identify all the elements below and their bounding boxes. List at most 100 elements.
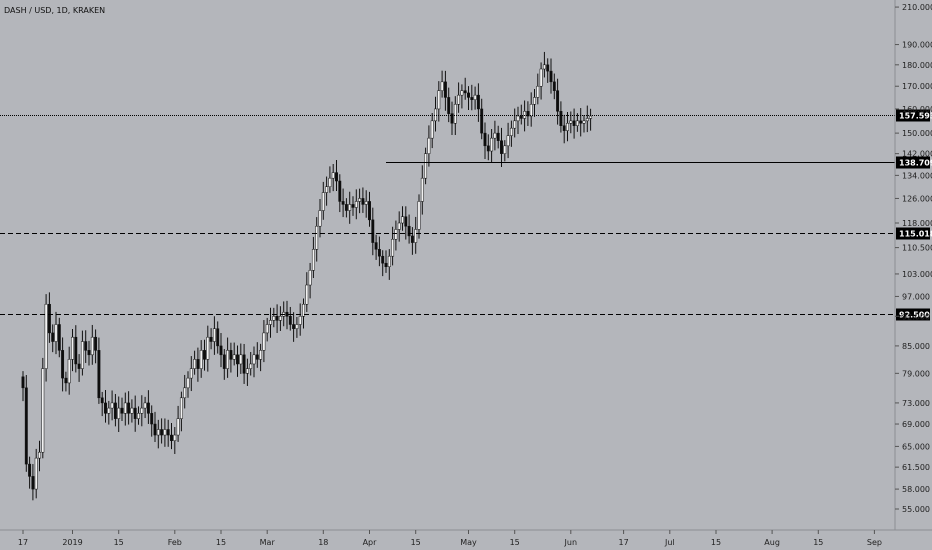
- candle: [292, 312, 296, 342]
- candle: [417, 194, 421, 239]
- candle-body: [229, 350, 233, 360]
- candle-body: [311, 249, 315, 271]
- candle-body: [77, 363, 81, 369]
- candle: [506, 122, 510, 159]
- candle: [255, 342, 259, 368]
- candle-body: [265, 324, 269, 334]
- candle-body: [401, 216, 404, 224]
- candle-body: [503, 145, 507, 154]
- candle: [97, 337, 101, 404]
- candle: [331, 164, 335, 192]
- candle: [226, 337, 230, 378]
- time-tick-label: May: [460, 538, 477, 547]
- candle-body: [384, 262, 388, 267]
- time-tick-label: 18: [318, 538, 328, 547]
- candle-body: [387, 255, 391, 267]
- candle-body: [315, 225, 319, 250]
- candle-body: [579, 120, 583, 124]
- candle-body: [166, 429, 170, 436]
- candle: [493, 120, 497, 151]
- candle-body: [470, 97, 474, 100]
- candle-body: [328, 177, 332, 187]
- candle: [453, 96, 457, 136]
- price-tick-label: 73.000: [902, 399, 930, 408]
- candle: [526, 101, 530, 126]
- candle-body: [562, 125, 566, 131]
- price-tick-label: 170.000: [902, 82, 932, 91]
- candle-body: [71, 336, 74, 360]
- candle: [216, 321, 220, 354]
- candle-body: [394, 229, 398, 240]
- candle-body: [546, 64, 550, 72]
- candle-body: [226, 350, 230, 369]
- candle: [278, 306, 282, 331]
- candle: [437, 81, 441, 122]
- candle-body: [344, 204, 348, 211]
- candle: [153, 411, 157, 442]
- candle: [193, 350, 197, 375]
- candle-body: [371, 219, 375, 243]
- candle-body: [193, 359, 197, 369]
- candle: [127, 391, 131, 425]
- candle: [533, 89, 536, 117]
- candle-body: [463, 90, 467, 94]
- candle-body: [137, 413, 140, 419]
- price-axis[interactable]: 55.000 58.000 61.500 65.000 69.000 73.000 79.0…: [895, 3, 932, 514]
- candle: [146, 390, 150, 424]
- candle-body: [209, 336, 213, 342]
- level-price-badge: 138.709: [896, 156, 932, 169]
- candle: [288, 306, 292, 331]
- price-tick-label: 118.000: [902, 219, 932, 228]
- candle-body: [404, 216, 408, 227]
- candle: [219, 333, 223, 368]
- candle-body: [278, 316, 282, 321]
- price-tick-label: 65.000: [902, 442, 930, 451]
- candle: [44, 294, 48, 382]
- candle: [338, 174, 342, 213]
- candle-body: [156, 429, 160, 436]
- candle-body: [90, 336, 94, 356]
- time-tick-label: 15: [216, 538, 226, 547]
- candle: [536, 73, 540, 105]
- candle: [120, 397, 124, 422]
- time-tick-label: 15: [510, 538, 520, 547]
- candle-body: [335, 172, 338, 182]
- price-tick-label: 79.000: [902, 369, 930, 378]
- candle-body: [127, 402, 131, 414]
- candle: [80, 330, 84, 376]
- level-badge-label: 157.593: [899, 112, 932, 121]
- candle-body: [302, 303, 305, 317]
- candle-body: [391, 238, 395, 257]
- price-tick-label: 97.000: [902, 292, 930, 301]
- candle: [272, 307, 276, 328]
- candle: [582, 115, 586, 133]
- candle: [133, 395, 137, 432]
- price-tick-label: 85.000: [902, 342, 930, 351]
- candle-body: [364, 201, 368, 205]
- candle-body: [269, 320, 272, 325]
- candle-body: [589, 115, 593, 119]
- candle-body: [163, 429, 167, 436]
- candle-body: [397, 222, 401, 230]
- candle-body: [556, 90, 560, 112]
- candle-body: [216, 328, 220, 347]
- candle: [467, 86, 470, 111]
- candle: [496, 125, 500, 149]
- candle-body: [407, 225, 411, 237]
- candle: [546, 58, 550, 83]
- candle: [295, 316, 299, 338]
- candle: [242, 343, 246, 384]
- candle: [203, 339, 206, 371]
- candle-body: [232, 354, 236, 360]
- candle: [265, 317, 269, 342]
- candle: [321, 181, 325, 220]
- candle: [209, 328, 213, 350]
- candle: [351, 196, 355, 216]
- time-axis[interactable]: 17 2019 15 Feb 15 Mar 18 Apr 15 May 15 Jun 17 Jul 15 Au…: [18, 530, 882, 547]
- candle: [28, 456, 32, 489]
- time-tick-label: Sep: [867, 538, 882, 547]
- time-tick-label: 17: [18, 538, 28, 547]
- candle-body: [24, 387, 28, 465]
